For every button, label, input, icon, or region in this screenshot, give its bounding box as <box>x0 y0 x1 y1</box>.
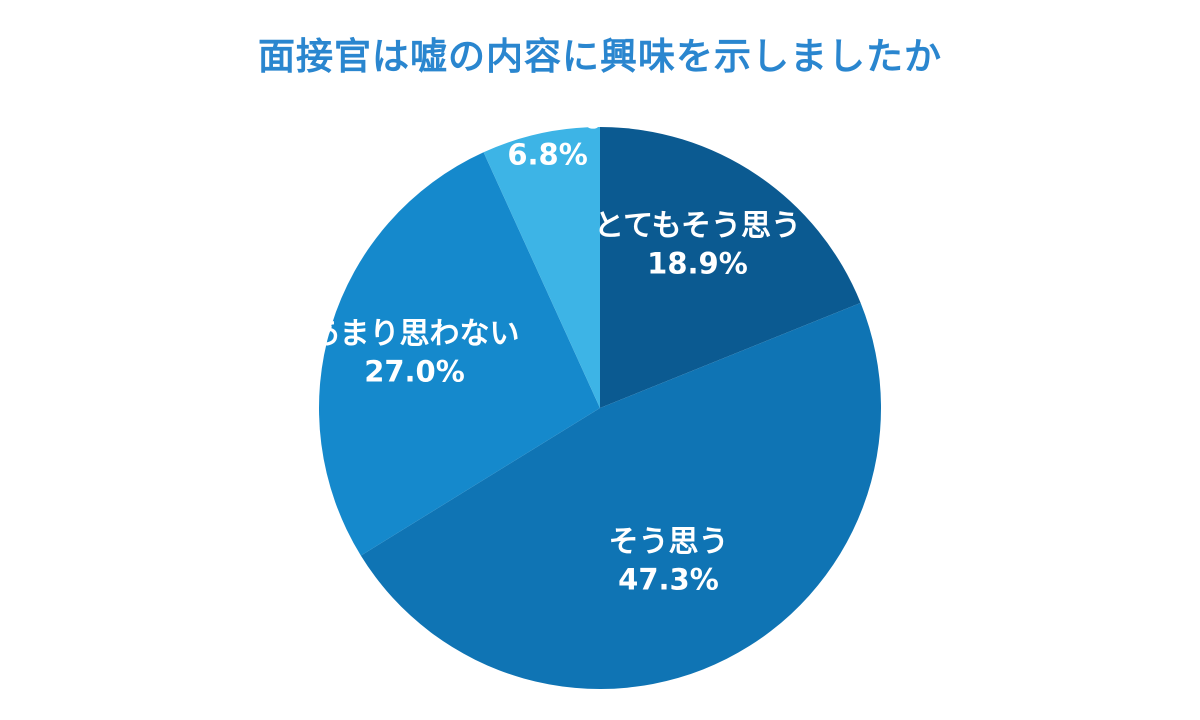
slice-value-4: 6.8% <box>507 137 587 171</box>
pie-slice-3 <box>318 152 600 556</box>
slice-label-1: とてもそう思う <box>594 209 801 244</box>
slice-value-1: 18.9% <box>647 247 748 281</box>
pie-slice-1 <box>600 127 861 408</box>
slice-value-3: 27.0% <box>364 355 465 389</box>
pie-slices <box>318 127 881 690</box>
slice-label-3: あまり思わない <box>310 317 520 352</box>
slice-value-2: 47.3% <box>618 562 719 596</box>
slice-label-4: 全く思わない <box>457 99 638 134</box>
slice-label-2: そう思う <box>608 524 728 559</box>
pie-slice-2 <box>360 302 881 690</box>
pie-slice-4 <box>483 127 600 408</box>
chart-title: 面接官は嘘の内容に興味を示しましたか <box>258 35 942 78</box>
